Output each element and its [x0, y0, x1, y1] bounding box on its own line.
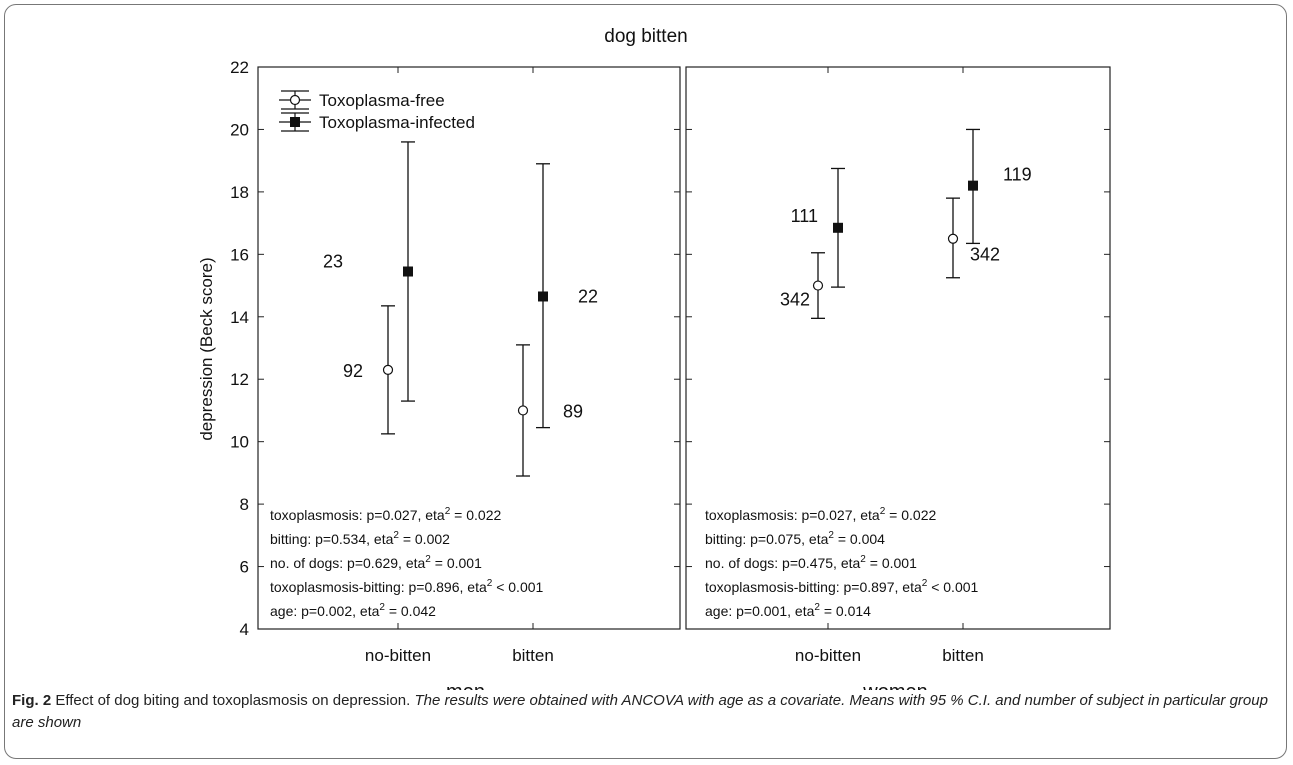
legend-marker-filled-square	[290, 117, 300, 127]
figure-frame	[4, 4, 1287, 759]
y-tick-label: 14	[230, 308, 249, 327]
stats-line: toxoplasmosis: p=0.027, eta2 = 0.022	[705, 506, 937, 523]
panel-label-men: men	[446, 681, 485, 690]
mean-point-open-circle	[517, 405, 529, 416]
mean-point-open-circle	[812, 280, 824, 291]
legend-marker-open-circle	[289, 94, 301, 106]
x-tick-label: no-bitten	[365, 646, 431, 665]
figure-caption: Fig. 2 Effect of dog biting and toxoplas…	[12, 690, 1282, 734]
mean-point-filled-square	[833, 222, 843, 233]
y-tick-label: 10	[230, 433, 249, 452]
n-label: 342	[780, 290, 810, 310]
stats-line: age: p=0.002, eta2 = 0.042	[270, 602, 436, 619]
n-label: 342	[970, 245, 1000, 265]
stats-line: no. of dogs: p=0.629, eta2 = 0.001	[270, 554, 482, 571]
panel-label-women: women	[862, 681, 927, 690]
mean-point-filled-square	[538, 291, 548, 302]
n-label: 92	[343, 361, 363, 381]
y-tick-label: 6	[240, 558, 249, 577]
x-tick-label: no-bitten	[795, 646, 861, 665]
n-label: 23	[323, 252, 343, 272]
panel-frame-women	[685, 66, 1111, 630]
chart-title: dog bitten	[604, 26, 687, 47]
y-tick-label: 16	[230, 245, 249, 264]
y-tick-label: 22	[230, 58, 249, 77]
y-tick-label: 8	[240, 495, 249, 514]
n-label: 22	[578, 286, 598, 306]
legend-entry: Toxoplasma-infected	[319, 113, 475, 132]
y-tick-label: 18	[230, 183, 249, 202]
mean-point-open-circle	[382, 364, 394, 375]
mean-point-filled-square	[968, 180, 978, 191]
stats-line: bitting: p=0.534, eta2 = 0.002	[270, 530, 450, 547]
legend-entry: Toxoplasma-free	[319, 91, 445, 110]
panel-frame-men	[257, 66, 681, 630]
stats-line: toxoplasmosis: p=0.027, eta2 = 0.022	[270, 506, 502, 523]
caption-label: Fig. 2	[12, 692, 52, 709]
n-label: 111	[791, 206, 818, 226]
y-tick-label: 4	[240, 620, 249, 639]
stats-line: bitting: p=0.075, eta2 = 0.004	[705, 530, 885, 547]
x-tick-label: bitten	[512, 646, 554, 665]
n-label: 89	[563, 401, 583, 421]
y-tick-label: 20	[230, 120, 249, 139]
mean-point-filled-square	[403, 266, 413, 277]
x-tick-label: bitten	[942, 646, 984, 665]
stats-line: no. of dogs: p=0.475, eta2 = 0.001	[705, 554, 917, 571]
chart: dog bitten depression (Beck score) 4 6 8 10…	[197, 26, 1111, 690]
caption-title: Effect of dog biting and toxoplasmosis o…	[55, 692, 411, 709]
y-tick-label: 12	[230, 370, 249, 389]
caption-text: The results were obtained with ANCOVA wi…	[12, 692, 1268, 731]
n-label: 119	[1003, 165, 1032, 185]
stats-line: toxoplasmosis-bitting: p=0.897, eta2 < 0…	[705, 578, 979, 595]
mean-point-open-circle	[947, 233, 959, 244]
stats-line: toxoplasmosis-bitting: p=0.896, eta2 < 0…	[270, 578, 544, 595]
y-axis-label: depression (Beck score)	[197, 257, 216, 440]
stats-line: age: p=0.001, eta2 = 0.014	[705, 602, 871, 619]
